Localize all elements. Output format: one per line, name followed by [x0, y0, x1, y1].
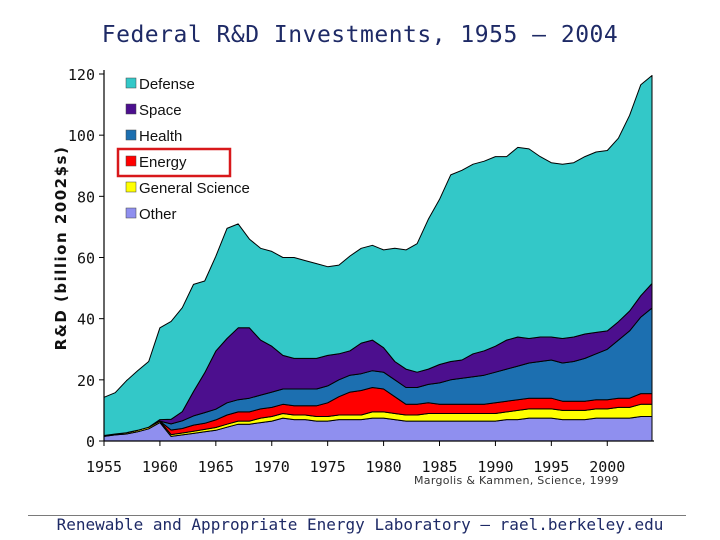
legend-label-defense: Defense	[139, 76, 195, 93]
legend: Defense Space Health Energy General Science O…	[116, 76, 250, 223]
legend-label-other: Other	[139, 206, 177, 223]
x-tick-label: 1995	[533, 458, 569, 476]
legend-swatch-defense	[125, 77, 137, 89]
x-tick-label: 1990	[477, 458, 513, 476]
y-tick-label: 120	[68, 66, 95, 84]
y-tick-label: 20	[77, 372, 95, 390]
x-tick-label: 2000	[589, 458, 625, 476]
x-tick-label: 1985	[421, 458, 457, 476]
legend-label-general-science: General Science	[139, 180, 250, 197]
legend-swatch-other	[125, 207, 137, 219]
energy-highlight-box	[116, 147, 232, 178]
legend-swatch-general-science	[125, 181, 137, 193]
legend-label-energy: Energy	[139, 154, 187, 171]
legend-label-health: Health	[139, 128, 182, 145]
x-tick-label: 1955	[86, 458, 122, 476]
legend-swatch-energy	[125, 155, 137, 167]
y-tick-label: 0	[86, 433, 95, 451]
legend-swatch-space	[125, 103, 137, 115]
x-tick-label: 1980	[366, 458, 402, 476]
axes: 0 20 40 60 80 100 120 1955 1960 1965 1970 1975 1980 1…	[68, 66, 654, 476]
series-areas	[103, 75, 653, 442]
series-area-defense	[103, 75, 653, 436]
legend-swatch-health	[125, 129, 137, 141]
x-tick-label: 1965	[198, 458, 234, 476]
legend-label-space: Space	[139, 102, 182, 119]
y-axis-label: R&D (billion 2002$s)	[52, 146, 70, 351]
y-tick-label: 80	[77, 188, 95, 206]
y-tick-label: 100	[68, 127, 95, 145]
y-tick-label: 40	[77, 311, 95, 329]
x-tick-label: 1970	[254, 458, 290, 476]
footer-text: Renewable and Appropriate Energy Laborat…	[56, 515, 664, 534]
source-citation: Margolis & Kammen, Science, 1999	[414, 474, 619, 487]
footer-divider	[28, 515, 686, 516]
x-tick-label: 1960	[142, 458, 178, 476]
chart-title: Federal R&D Investments, 1955 – 2004	[101, 22, 619, 48]
y-tick-label: 60	[77, 250, 95, 268]
x-tick-label: 1975	[310, 458, 346, 476]
